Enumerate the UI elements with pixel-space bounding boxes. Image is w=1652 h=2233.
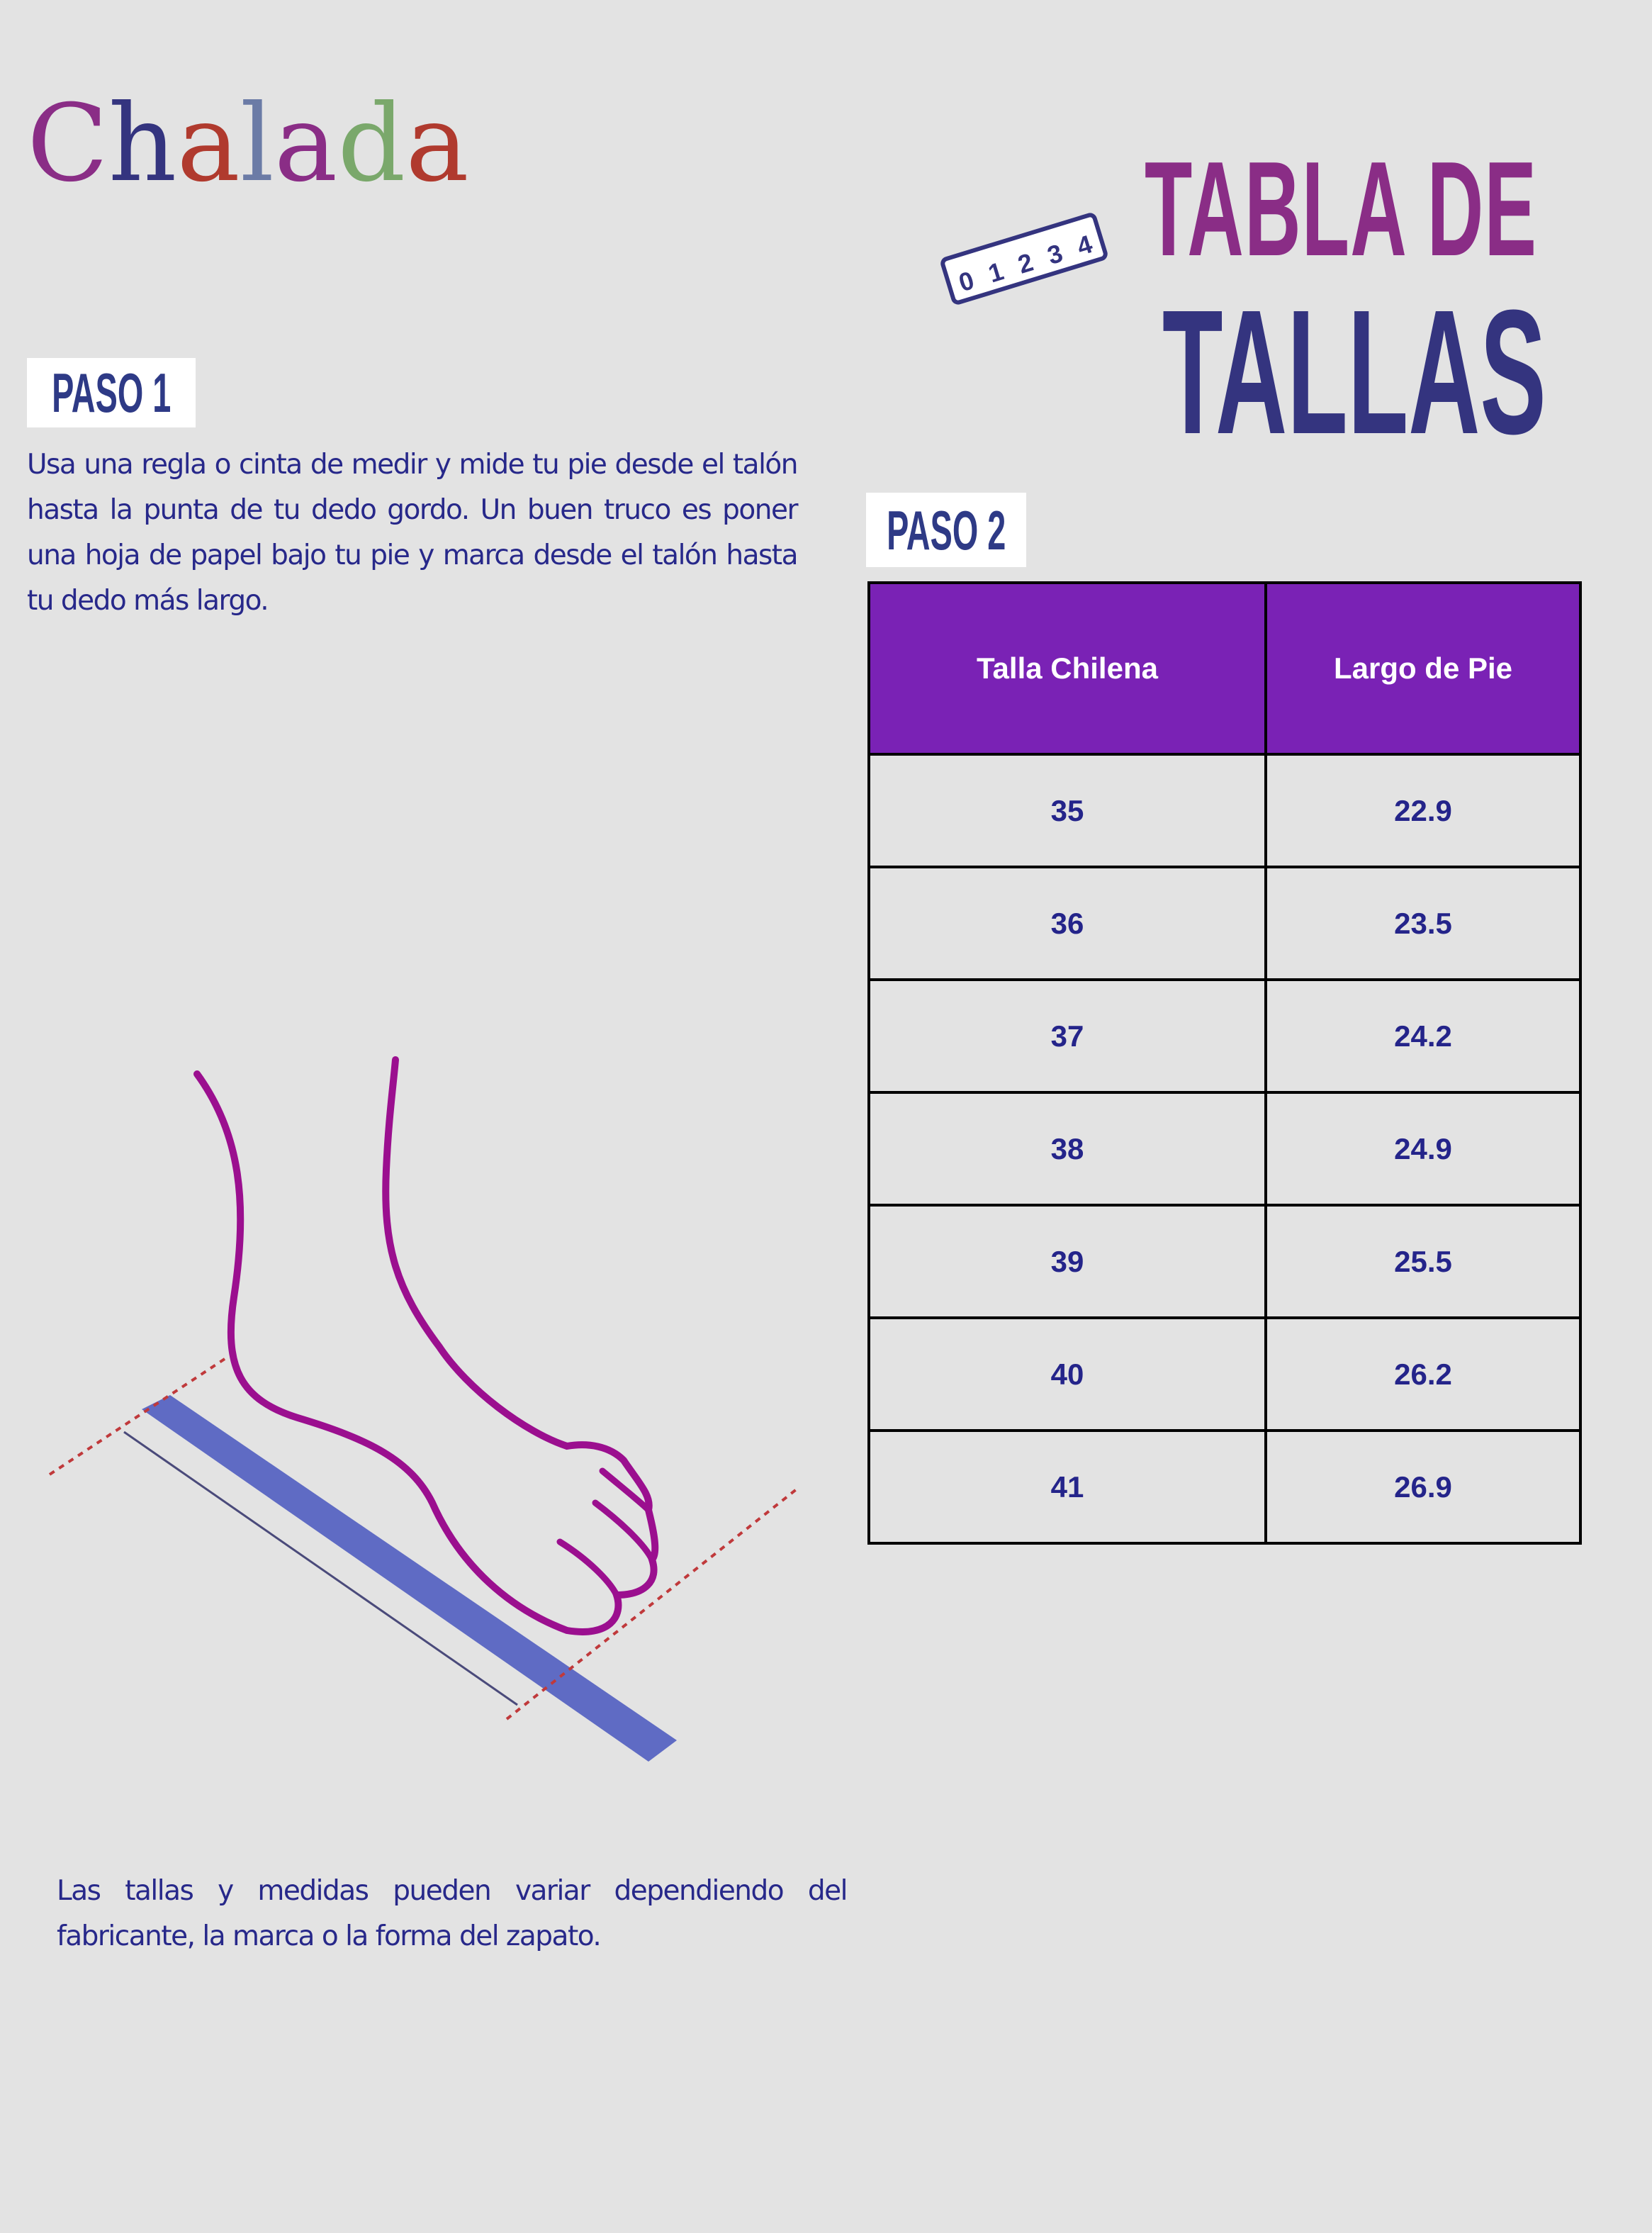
title-line-2: TALLAS (1162, 273, 1546, 471)
table-row: 41 26.9 (867, 1429, 1582, 1545)
cell-size: 41 (867, 1429, 1267, 1545)
ruler-digit: 4 (1073, 229, 1096, 262)
ruler-illustration (142, 1395, 677, 1762)
cell-size: 35 (867, 753, 1267, 868)
cell-size: 37 (867, 978, 1267, 1094)
cell-size: 36 (867, 866, 1267, 981)
step2-label: PASO 2 (866, 493, 1026, 567)
cell-length: 25.5 (1264, 1204, 1582, 1319)
logo-letter: a (274, 82, 338, 206)
cell-length: 22.9 (1264, 753, 1582, 868)
table-header-row: Talla Chilena Largo de Pie (867, 581, 1582, 756)
foot-measure-illustration (48, 1056, 799, 1762)
size-disclaimer: Las tallas y medidas pueden variar depen… (57, 1875, 848, 1952)
cell-size: 40 (867, 1316, 1267, 1432)
ruler-digit: 0 (955, 265, 978, 298)
step1-label-text: PASO 1 (51, 362, 172, 424)
cell-length: 26.9 (1264, 1429, 1582, 1545)
step1-instructions: Usa una regla o cinta de medir y mide tu… (27, 449, 799, 617)
title-line-1: TABLA DE (1145, 134, 1538, 284)
toe-guide-line (505, 1487, 799, 1720)
cell-length: 26.2 (1264, 1316, 1582, 1432)
header-largo: Largo de Pie (1264, 581, 1582, 756)
table-row: 40 26.2 (867, 1316, 1582, 1432)
logo-letter: C (27, 82, 108, 206)
logo-letter: a (176, 82, 240, 206)
toes-outline (556, 1467, 656, 1599)
heel-guide-line (48, 1356, 228, 1476)
table-row: 38 24.9 (867, 1091, 1582, 1207)
header-talla: Talla Chilena (867, 581, 1267, 756)
ruler-digit: 3 (1044, 237, 1067, 271)
foot-outline (193, 1056, 659, 1635)
cell-size: 39 (867, 1204, 1267, 1319)
logo-letter: h (108, 82, 177, 206)
cell-length: 24.9 (1264, 1091, 1582, 1207)
length-arrow (123, 1431, 518, 1706)
ruler-digit: 1 (984, 256, 1007, 289)
table-row: 36 23.5 (867, 866, 1582, 981)
brand-logo: Chalada (27, 91, 469, 197)
size-table: Talla Chilena Largo de Pie 35 22.9 36 23.5… (867, 581, 1582, 1545)
table-row: 37 24.2 (867, 978, 1582, 1094)
cell-size: 38 (867, 1091, 1267, 1207)
step2-label-text: PASO 2 (886, 498, 1006, 561)
cell-length: 23.5 (1264, 866, 1582, 981)
ruler-digit: 2 (1014, 247, 1037, 279)
logo-letter: d (337, 82, 406, 206)
step1-label: PASO 1 (27, 358, 196, 427)
ruler-icon: 0 1 2 3 4 (938, 211, 1110, 307)
table-row: 35 22.9 (867, 753, 1582, 868)
logo-letter: l (240, 82, 274, 206)
logo-letter: a (405, 82, 469, 206)
cell-length: 24.2 (1264, 978, 1582, 1094)
table-row: 39 25.5 (867, 1204, 1582, 1319)
